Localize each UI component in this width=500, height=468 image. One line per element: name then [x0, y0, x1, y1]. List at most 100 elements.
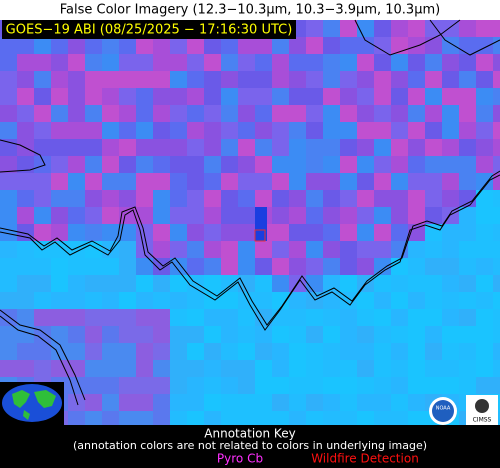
pixel — [476, 156, 493, 173]
pixel — [459, 54, 476, 71]
pixel — [0, 326, 17, 343]
pixel — [136, 156, 153, 173]
pixel — [85, 275, 102, 292]
pixel — [374, 326, 391, 343]
pixel — [425, 156, 442, 173]
pixel — [408, 275, 425, 292]
pixel — [68, 275, 85, 292]
pixel — [255, 275, 272, 292]
key-item: Pyro Cb — [217, 452, 263, 466]
pixel — [204, 173, 221, 190]
pixel — [221, 207, 238, 224]
pixel — [0, 156, 17, 173]
pixel — [51, 156, 68, 173]
pixel — [0, 275, 17, 292]
pixel — [51, 224, 68, 241]
pixel — [102, 37, 119, 54]
pixel — [408, 139, 425, 156]
pixel — [238, 139, 255, 156]
pixel — [68, 122, 85, 139]
pixel — [187, 326, 204, 343]
pixel — [357, 207, 374, 224]
pixel — [391, 105, 408, 122]
pixel — [221, 122, 238, 139]
pixel — [136, 71, 153, 88]
pixel — [374, 292, 391, 309]
pixel — [323, 394, 340, 411]
pixel — [391, 360, 408, 377]
pixel — [442, 224, 459, 241]
pixel — [374, 173, 391, 190]
pixel — [51, 275, 68, 292]
pixel — [408, 258, 425, 275]
pixel — [425, 326, 442, 343]
pixel — [221, 343, 238, 360]
pixel — [102, 360, 119, 377]
pixel — [238, 156, 255, 173]
pixel — [340, 411, 357, 425]
pixel — [493, 309, 500, 326]
pixel — [425, 139, 442, 156]
pixel — [323, 20, 340, 37]
pixel — [51, 309, 68, 326]
pixel — [51, 360, 68, 377]
pixel — [272, 377, 289, 394]
pixel — [391, 54, 408, 71]
pixel — [323, 207, 340, 224]
pixel — [374, 275, 391, 292]
pixel — [357, 156, 374, 173]
pixel — [0, 88, 17, 105]
pixel — [221, 292, 238, 309]
pixel — [51, 258, 68, 275]
coastlines — [0, 19, 500, 406]
noaa-text: NOAA — [436, 406, 451, 412]
pixel — [323, 377, 340, 394]
pixel — [357, 326, 374, 343]
pixel — [204, 122, 221, 139]
pixel — [17, 275, 34, 292]
pixel — [153, 360, 170, 377]
pixel — [17, 122, 34, 139]
pixel — [68, 173, 85, 190]
pixel — [238, 71, 255, 88]
pixel — [323, 105, 340, 122]
pixel — [306, 173, 323, 190]
pixel — [85, 377, 102, 394]
pixel — [255, 139, 272, 156]
pixel — [17, 88, 34, 105]
pixel — [459, 88, 476, 105]
pixel — [238, 224, 255, 241]
pixel — [442, 88, 459, 105]
pixel — [272, 394, 289, 411]
pixel — [357, 105, 374, 122]
pixel — [238, 190, 255, 207]
pixel — [306, 20, 323, 37]
pixel — [204, 377, 221, 394]
pixel — [289, 37, 306, 54]
pixel — [357, 309, 374, 326]
pixel — [357, 377, 374, 394]
pixel — [119, 190, 136, 207]
pixel — [459, 275, 476, 292]
pixel — [68, 292, 85, 309]
pixel — [170, 309, 187, 326]
pixel — [391, 37, 408, 54]
pixel — [136, 173, 153, 190]
pixel — [102, 156, 119, 173]
pixel — [459, 37, 476, 54]
pixel — [425, 71, 442, 88]
pixel — [221, 156, 238, 173]
pixel — [238, 258, 255, 275]
pixel — [238, 343, 255, 360]
pixel — [153, 190, 170, 207]
pixel — [187, 88, 204, 105]
pixel — [221, 377, 238, 394]
pixel — [170, 54, 187, 71]
pixel — [306, 105, 323, 122]
pixel — [221, 105, 238, 122]
pixel — [221, 394, 238, 411]
pixel — [0, 122, 17, 139]
pixel — [187, 394, 204, 411]
pixel — [51, 343, 68, 360]
pixel — [153, 173, 170, 190]
